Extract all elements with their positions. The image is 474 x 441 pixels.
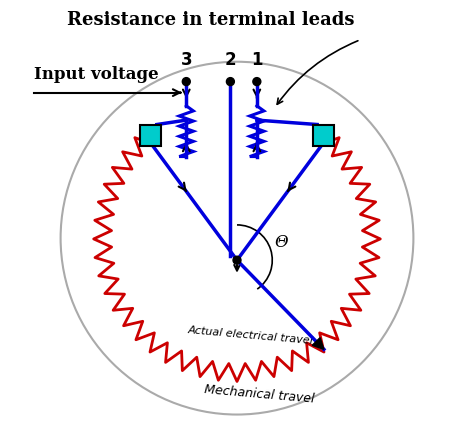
Bar [313, 124, 334, 146]
Text: Actual electrical travel: Actual electrical travel [187, 325, 313, 346]
Text: 3: 3 [181, 51, 192, 69]
Bar [140, 124, 161, 146]
Text: 1: 1 [251, 51, 263, 69]
Circle shape [227, 78, 234, 86]
Polygon shape [312, 338, 324, 349]
Circle shape [182, 78, 190, 86]
Text: Resistance in terminal leads: Resistance in terminal leads [67, 11, 354, 29]
Text: Input voltage: Input voltage [34, 67, 159, 83]
Circle shape [253, 78, 261, 86]
Text: Θ: Θ [274, 234, 288, 251]
Circle shape [233, 256, 241, 264]
Text: 2: 2 [225, 51, 236, 69]
Text: Mechanical travel: Mechanical travel [203, 383, 315, 406]
